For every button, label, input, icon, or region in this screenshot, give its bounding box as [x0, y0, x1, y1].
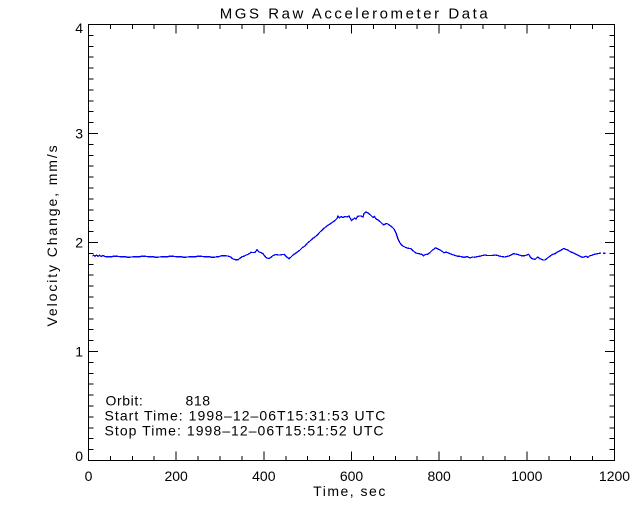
- svg-text:2: 2: [75, 235, 83, 251]
- svg-text:Stop Time: 1998–12–06T15:51:52: Stop Time: 1998–12–06T15:51:52 UTC: [105, 423, 385, 439]
- svg-text:200: 200: [164, 468, 188, 484]
- svg-text:4: 4: [75, 20, 83, 36]
- svg-text:Velocity Change, mm/s: Velocity Change, mm/s: [44, 143, 60, 326]
- svg-text:0: 0: [85, 468, 93, 484]
- svg-text:600: 600: [340, 468, 364, 484]
- svg-text:1: 1: [75, 344, 83, 360]
- svg-text:400: 400: [252, 468, 276, 484]
- svg-text:800: 800: [427, 468, 451, 484]
- svg-text:818: 818: [186, 393, 211, 409]
- svg-text:0: 0: [75, 448, 83, 464]
- svg-text:Time, sec: Time, sec: [313, 483, 387, 499]
- svg-text:MGS Raw Accelerometer Data: MGS Raw Accelerometer Data: [220, 6, 491, 23]
- svg-text:Orbit:: Orbit:: [106, 393, 144, 409]
- svg-text:Start Time: 1998–12–06T15:31:5: Start Time: 1998–12–06T15:31:53 UTC: [105, 408, 387, 424]
- svg-text:1000: 1000: [511, 468, 542, 484]
- svg-text:3: 3: [75, 126, 83, 142]
- svg-text:1200: 1200: [599, 468, 630, 484]
